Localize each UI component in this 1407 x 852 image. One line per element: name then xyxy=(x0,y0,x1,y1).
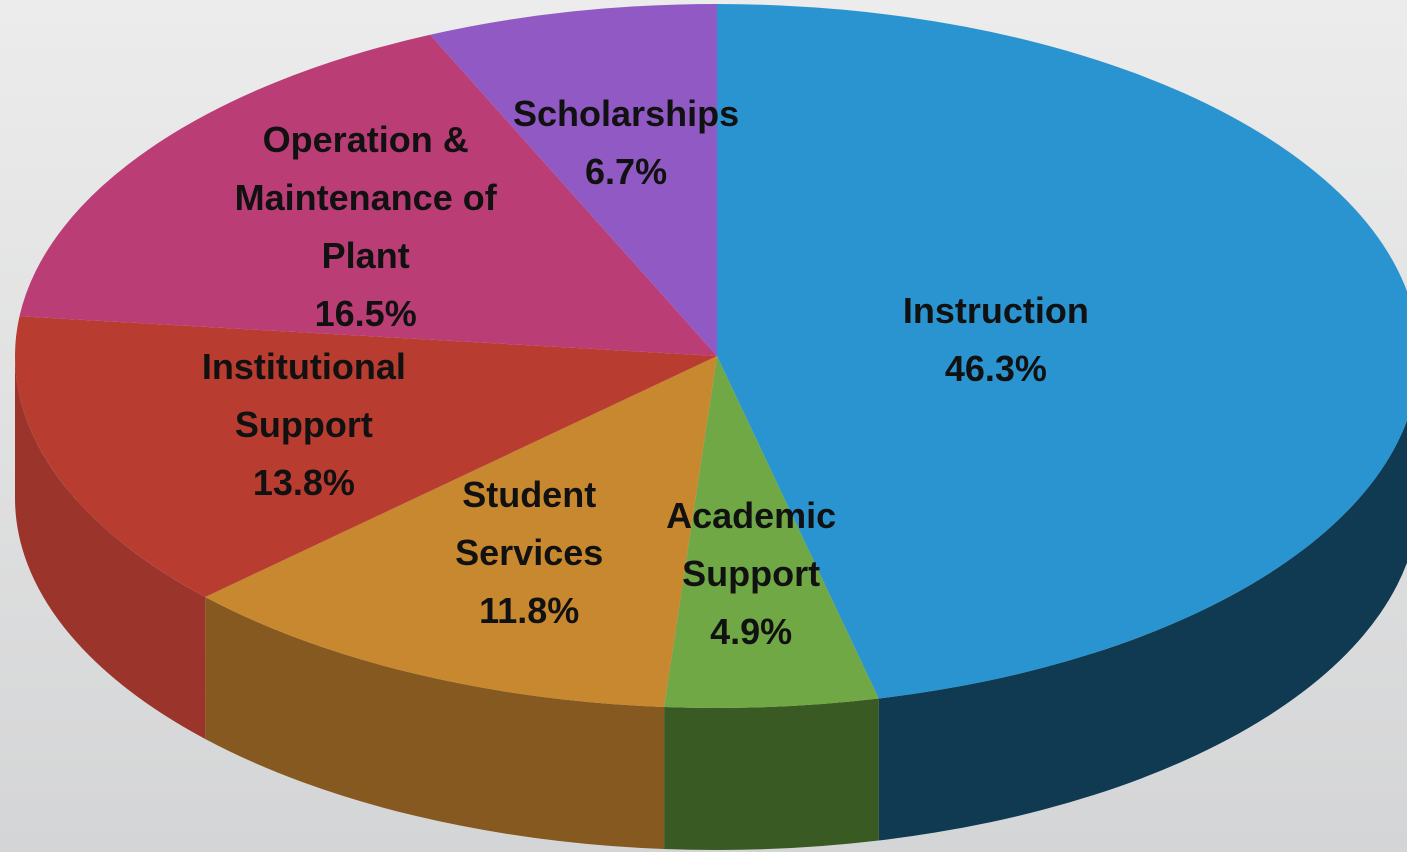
category-label: Student Services xyxy=(455,473,604,573)
value-label: 4.9% xyxy=(710,610,793,652)
slice-side xyxy=(878,420,1407,841)
value-label: 11.8% xyxy=(479,589,580,631)
slice xyxy=(14,316,717,597)
slice xyxy=(717,4,1407,699)
slice-label: Instruction 46.3% xyxy=(856,282,1136,398)
value-label: 46.3% xyxy=(944,347,1047,389)
slice-side xyxy=(664,698,879,850)
category-label: Institutional Support xyxy=(201,345,406,445)
slice-side xyxy=(15,356,206,739)
slice-label: Student Services 11.8% xyxy=(389,466,669,640)
slice-side xyxy=(205,596,665,849)
slice xyxy=(664,356,879,708)
value-label: 6.7% xyxy=(585,150,668,192)
slice xyxy=(430,3,717,356)
category-label: Scholarships xyxy=(513,92,740,134)
value-label: 13.8% xyxy=(252,461,355,503)
slice-label: Scholarships 6.7% xyxy=(486,85,766,201)
slice xyxy=(19,34,717,356)
value-label: 16.5% xyxy=(314,293,417,335)
category-label: Operation & Maintenance of Plant xyxy=(234,119,497,277)
slice-label: Operation & Maintenance of Plant 16.5% xyxy=(226,111,506,343)
slice-label: Academic Support 4.9% xyxy=(611,487,891,661)
slice-label: Institutional Support 13.8% xyxy=(164,338,444,512)
category-label: Academic Support xyxy=(666,494,837,594)
category-label: Instruction xyxy=(902,289,1089,331)
slice xyxy=(205,356,717,707)
